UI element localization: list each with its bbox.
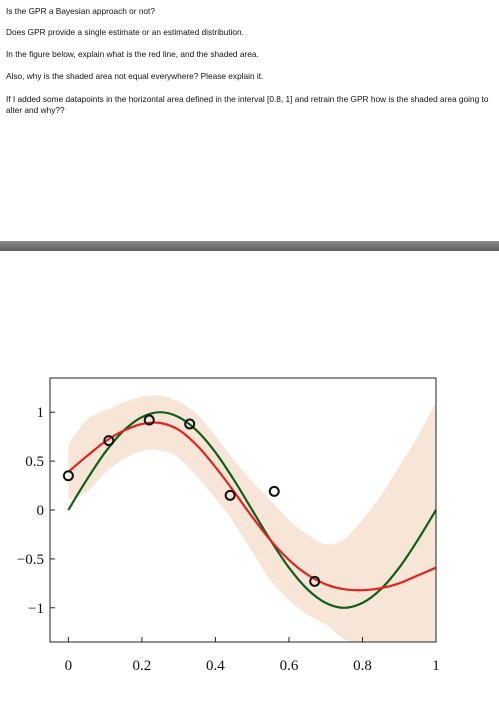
- datapoint-marker: [184, 418, 196, 430]
- gpr-figure: 0 0.2 0.4 0.6 0.8 1 1 0.5 0 −0.5 −1: [17, 377, 440, 674]
- datapoint-marker: [143, 414, 155, 426]
- y-tick-label: 1: [37, 405, 45, 421]
- x-tick-label: 0: [65, 658, 73, 674]
- datapoint-marker: [309, 575, 321, 587]
- question-add-datapoints: If I added some datapoints in the horizo…: [6, 94, 489, 115]
- datapoint-marker: [62, 470, 74, 482]
- y-tick-label: −1: [28, 601, 44, 617]
- datapoint-layer: [62, 414, 321, 587]
- green-curve: [67, 411, 437, 609]
- y-tick-label: 0.5: [25, 454, 44, 470]
- question-bayesian: Is the GPR a Bayesian approach or not?: [6, 6, 155, 16]
- x-tick-label: 0.4: [206, 658, 225, 674]
- x-tick-label: 0.8: [353, 658, 372, 674]
- question-shaded-area-unequal: Also, why is the shaded area not equal e…: [6, 71, 264, 81]
- y-tick-label: −0.5: [17, 552, 44, 568]
- x-tick-label: 0.2: [133, 658, 152, 674]
- x-tick-label: 0.6: [280, 658, 299, 674]
- datapoint-marker: [268, 485, 280, 497]
- question-estimate-distribution: Does GPR provide a single estimate or an…: [6, 27, 244, 37]
- confidence-band: [68, 395, 437, 643]
- line-layer: [67, 411, 437, 609]
- confidence-band-layer: [68, 395, 437, 643]
- datapoint-marker: [103, 435, 115, 447]
- y-tick-label: 0: [37, 503, 45, 519]
- red-curve: [67, 421, 437, 592]
- x-tick-label: 1: [432, 658, 440, 674]
- question-red-line-shaded-area: In the figure below, explain what is the…: [6, 49, 259, 59]
- datapoint-marker: [224, 489, 236, 501]
- page-divider: [0, 241, 499, 251]
- axis-layer: 0 0.2 0.4 0.6 0.8 1 1 0.5 0 −0.5 −1: [17, 405, 440, 674]
